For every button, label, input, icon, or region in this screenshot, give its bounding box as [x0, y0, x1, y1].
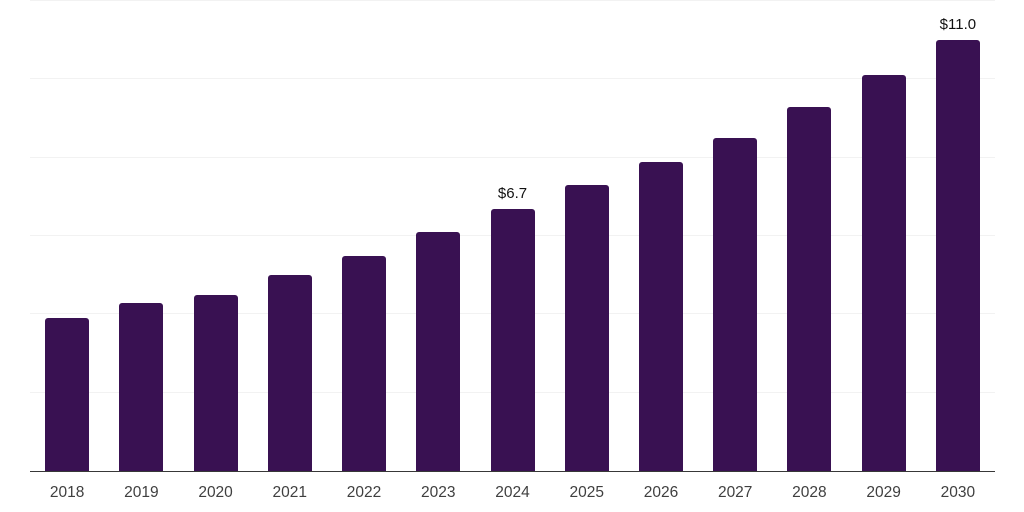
bar-2027: [713, 138, 758, 471]
x-axis-line: [30, 470, 995, 472]
x-tick-2019: 2019: [124, 484, 159, 501]
x-tick-2028: 2028: [792, 484, 827, 501]
x-tick-2030: 2030: [940, 484, 976, 501]
bar-2026: [638, 161, 683, 471]
value-label-2024: $6.7: [497, 184, 528, 202]
x-tick-2020: 2020: [198, 484, 233, 501]
gridline: [30, 78, 995, 80]
bar-2022: [342, 255, 387, 471]
bar-2024: [490, 208, 535, 471]
x-tick-2026: 2026: [643, 484, 679, 501]
x-tick-2018: 2018: [49, 484, 85, 501]
value-label-2030: $11.0: [939, 16, 977, 34]
bar-2030: [935, 40, 980, 471]
bar-2020: [193, 294, 238, 471]
bar-2029: [861, 75, 906, 471]
x-tick-2027: 2027: [717, 484, 753, 501]
bar-2023: [416, 232, 461, 471]
x-tick-2029: 2029: [866, 484, 901, 501]
plot-area: $6.7 $11.0: [30, 0, 995, 472]
x-tick-2022: 2022: [346, 484, 382, 501]
x-tick-2023: 2023: [421, 484, 456, 501]
x-tick-2025: 2025: [569, 484, 604, 501]
bar-2028: [787, 106, 832, 471]
x-tick-2021: 2021: [272, 484, 308, 501]
x-tick-2024: 2024: [495, 484, 530, 501]
bar-2021: [267, 275, 312, 471]
gridline: [30, 0, 995, 1]
bar-2019: [119, 302, 164, 471]
gridline: [30, 156, 995, 158]
bar-2025: [564, 185, 609, 471]
bar-2018: [45, 318, 90, 471]
